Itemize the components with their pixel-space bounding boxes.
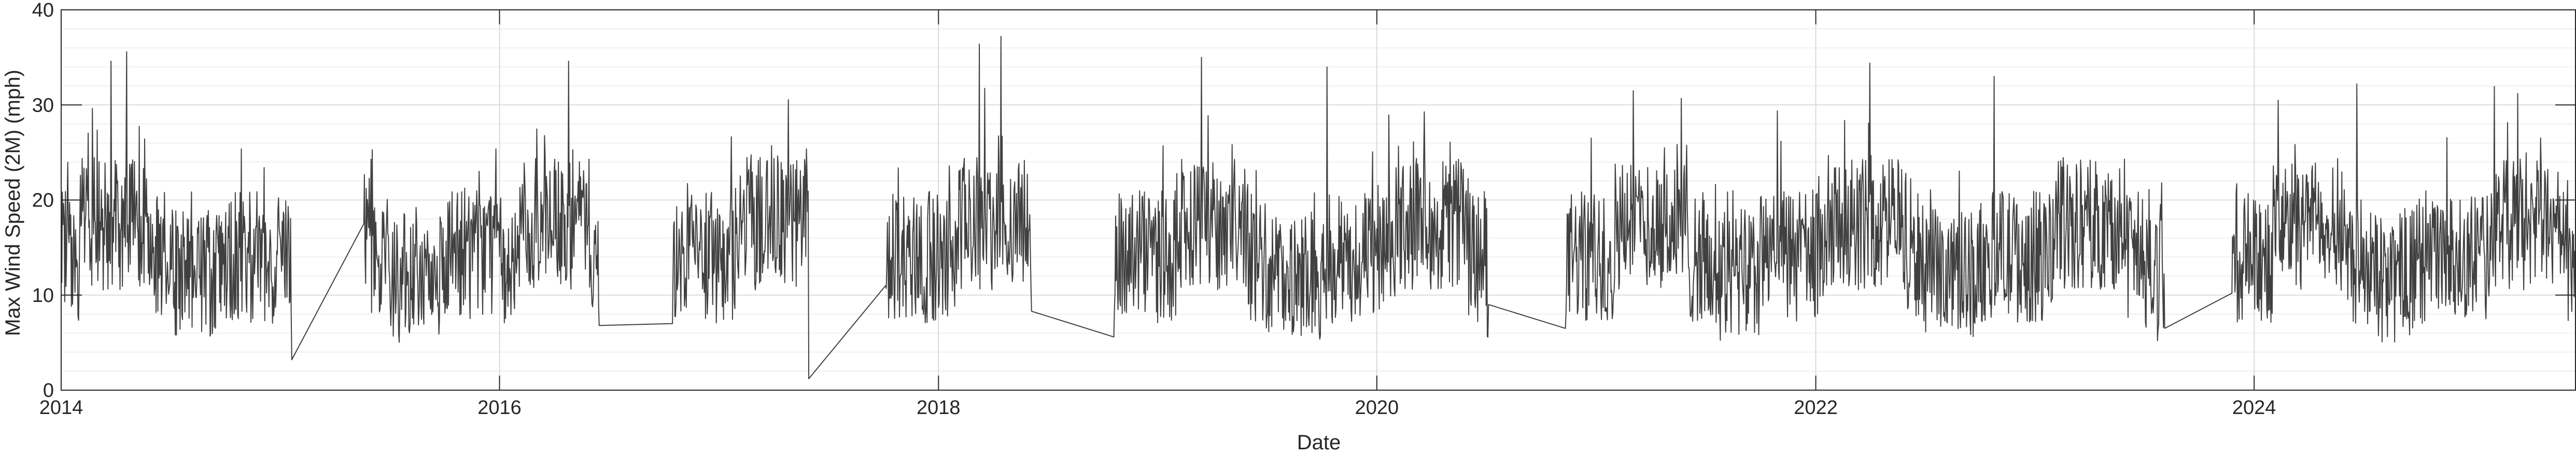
y-tick-label: 30	[32, 94, 54, 116]
x-tick-label: 2014	[39, 397, 83, 419]
x-tick-label: 2020	[1355, 397, 1399, 419]
y-tick-label: 20	[32, 190, 54, 212]
y-tick-label: 0	[43, 380, 54, 402]
x-tick-label: 2024	[2232, 397, 2276, 419]
x-tick-label: 2018	[917, 397, 961, 419]
series-line-max-wind-speed	[61, 36, 2576, 379]
x-tick-label: 2022	[1794, 397, 1838, 419]
y-axis-label: Max Wind Speed (2M) (mph)	[2, 70, 24, 336]
series-path	[61, 36, 2576, 379]
x-axis-label: Date	[1297, 431, 1341, 454]
x-tick-label: 2016	[477, 397, 522, 419]
x-axis-ticks: 2014 2016 2018 2020 2022 2024	[39, 10, 2276, 419]
y-tick-label: 40	[32, 0, 54, 21]
y-tick-label: 10	[32, 285, 54, 307]
y-axis-ticks: 0 10 20 30 40	[32, 0, 2576, 402]
